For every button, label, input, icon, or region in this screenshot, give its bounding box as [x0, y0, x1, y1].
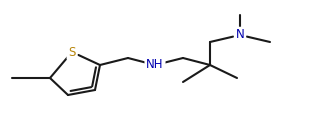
- Text: N: N: [236, 29, 244, 42]
- Text: NH: NH: [146, 59, 164, 72]
- Text: S: S: [68, 46, 76, 59]
